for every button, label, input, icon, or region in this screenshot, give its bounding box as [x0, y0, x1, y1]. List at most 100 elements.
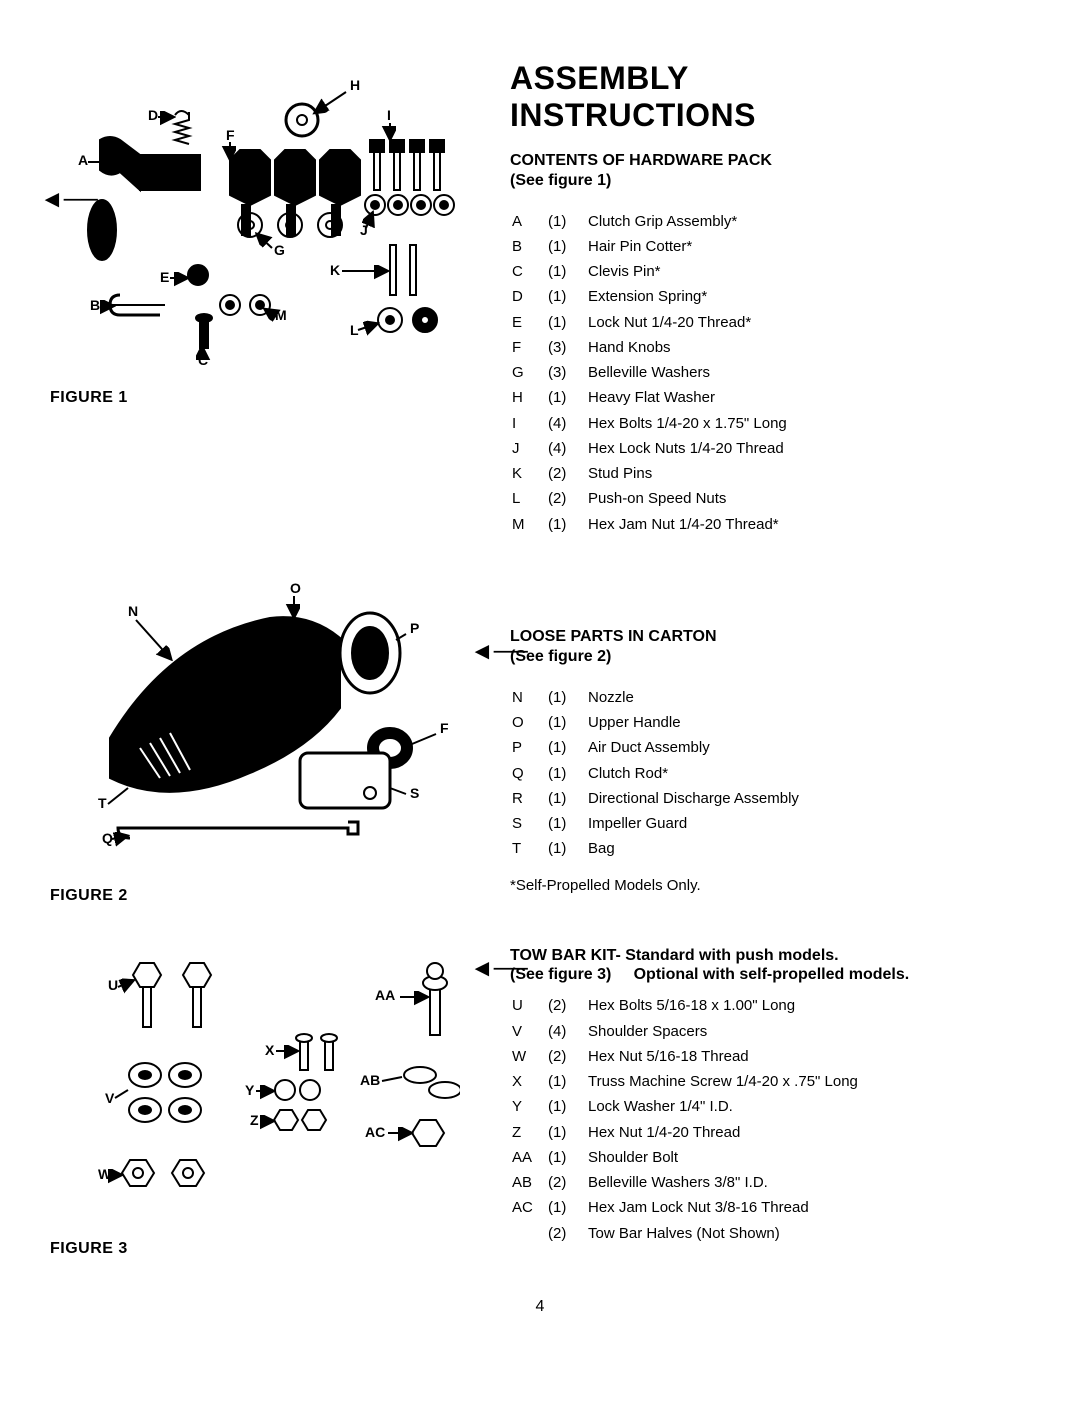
part-qty: (1): [548, 260, 586, 283]
part-qty: (1): [548, 235, 586, 258]
part-desc: Clutch Rod*: [588, 762, 799, 785]
svg-text:V: V: [105, 1090, 115, 1106]
section-hardware: A D F: [50, 60, 1030, 538]
part-desc: Clevis Pin*: [588, 260, 787, 283]
part-letter: B: [512, 235, 546, 258]
parts-row: K(2)Stud Pins: [512, 462, 787, 485]
hardware-text: ASSEMBLY INSTRUCTIONS CONTENTS OF HARDWA…: [480, 60, 1030, 538]
parts-row: Z(1)Hex Nut 1/4-20 Thread: [512, 1121, 858, 1144]
part-letter: F: [512, 336, 546, 359]
parts-row: W(2)Hex Nut 5/16-18 Thread: [512, 1045, 858, 1068]
part-desc: Hex Nut 5/16-18 Thread: [588, 1045, 858, 1068]
part-letter: C: [512, 260, 546, 283]
part-desc: Hand Knobs: [588, 336, 787, 359]
svg-text:F: F: [440, 720, 449, 736]
parts-row: L(2)Push-on Speed Nuts: [512, 487, 787, 510]
part-desc: Lock Nut 1/4-20 Thread*: [588, 311, 787, 334]
part-letter: Q: [512, 762, 546, 785]
part-letter: [512, 1222, 546, 1245]
figure3-container: U V W: [50, 945, 480, 1258]
part-qty: (1): [548, 1095, 586, 1118]
part-letter: Z: [512, 1121, 546, 1144]
part-letter: I: [512, 412, 546, 435]
arrow-icon: ◄──: [40, 188, 98, 212]
parts-row: Q(1)Clutch Rod*: [512, 762, 799, 785]
parts-row: AA(1)Shoulder Bolt: [512, 1146, 858, 1169]
tow-subline: (See figure 3) Optional with self-propel…: [510, 966, 1030, 984]
part-desc: Hex Lock Nuts 1/4-20 Thread: [588, 437, 787, 460]
parts-row: R(1)Directional Discharge Assembly: [512, 787, 799, 810]
part-letter: Y: [512, 1095, 546, 1118]
svg-text:F: F: [226, 127, 235, 143]
part-desc: Hex Bolts 5/16-18 x 1.00" Long: [588, 994, 858, 1017]
part-letter: X: [512, 1070, 546, 1093]
footnote: *Self-Propelled Models Only.: [510, 877, 1030, 894]
part-desc: Hex Nut 1/4-20 Thread: [588, 1121, 858, 1144]
svg-text:O: O: [290, 580, 301, 596]
section-towbar: U V W: [50, 945, 1030, 1258]
part-qty: (1): [548, 1070, 586, 1093]
hardware-heading: CONTENTS OF HARDWARE PACK: [510, 152, 1030, 170]
part-letter: E: [512, 311, 546, 334]
svg-text:S: S: [410, 785, 419, 801]
parts-row: E(1)Lock Nut 1/4-20 Thread*: [512, 311, 787, 334]
part-desc: Lock Washer 1/4" I.D.: [588, 1095, 858, 1118]
part-desc: Truss Machine Screw 1/4-20 x .75" Long: [588, 1070, 858, 1093]
loose-heading: LOOSE PARTS IN CARTON: [510, 628, 1030, 646]
part-letter: U: [512, 994, 546, 1017]
figure3-illustration: U V W: [50, 945, 480, 1210]
part-letter: S: [512, 812, 546, 835]
part-qty: (1): [548, 787, 586, 810]
section-loose: P O N F S: [50, 578, 1030, 905]
loose-list: N(1)NozzleO(1)Upper HandleP(1)Air Duct A…: [510, 684, 801, 863]
part-qty: (1): [548, 1121, 586, 1144]
part-desc: Hex Jam Nut 1/4-20 Thread*: [588, 513, 787, 536]
part-desc: Shoulder Bolt: [588, 1146, 858, 1169]
part-letter: R: [512, 787, 546, 810]
part-desc: Directional Discharge Assembly: [588, 787, 799, 810]
parts-row: B(1)Hair Pin Cotter*: [512, 235, 787, 258]
part-desc: Upper Handle: [588, 711, 799, 734]
part-letter: AC: [512, 1196, 546, 1219]
hardware-see: (See figure 1): [510, 172, 1030, 190]
page-number: 4: [50, 1298, 1030, 1316]
part-letter: P: [512, 736, 546, 759]
part-desc: Hair Pin Cotter*: [588, 235, 787, 258]
part-letter: L: [512, 487, 546, 510]
svg-text:C: C: [198, 352, 208, 368]
parts-row: U(2)Hex Bolts 5/16-18 x 1.00" Long: [512, 994, 858, 1017]
parts-row: (2)Tow Bar Halves (Not Shown): [512, 1222, 858, 1245]
svg-text:N: N: [128, 603, 138, 619]
svg-text:Y: Y: [245, 1082, 255, 1098]
part-qty: (1): [548, 762, 586, 785]
arrow-icon: ◄──: [470, 640, 528, 664]
svg-text:T: T: [98, 795, 107, 811]
svg-text:AB: AB: [360, 1072, 380, 1088]
svg-text:W: W: [98, 1166, 112, 1182]
svg-text:L: L: [350, 322, 359, 338]
part-qty: (1): [548, 1146, 586, 1169]
part-qty: (4): [548, 412, 586, 435]
part-letter: K: [512, 462, 546, 485]
svg-text:D: D: [148, 107, 158, 123]
parts-row: M(1)Hex Jam Nut 1/4-20 Thread*: [512, 513, 787, 536]
part-desc: Push-on Speed Nuts: [588, 487, 787, 510]
tow-list: U(2)Hex Bolts 5/16-18 x 1.00" LongV(4)Sh…: [510, 992, 860, 1247]
svg-text:G: G: [274, 242, 285, 258]
svg-text:I: I: [387, 107, 391, 123]
svg-text:U: U: [108, 977, 118, 993]
parts-row: H(1)Heavy Flat Washer: [512, 386, 787, 409]
tow-optional: Optional with self-propelled models.: [634, 966, 910, 983]
main-title: ASSEMBLY INSTRUCTIONS: [510, 60, 1030, 134]
part-qty: (2): [548, 994, 586, 1017]
part-desc: Nozzle: [588, 686, 799, 709]
tow-text: TOW BAR KIT- Standard with push models. …: [480, 945, 1030, 1258]
svg-text:K: K: [330, 262, 340, 278]
part-desc: Hex Jam Lock Nut 3/8-16 Thread: [588, 1196, 858, 1219]
parts-row: T(1)Bag: [512, 837, 799, 860]
arrow-icon: ◄──: [470, 957, 528, 981]
part-letter: A: [512, 210, 546, 233]
part-letter: J: [512, 437, 546, 460]
parts-row: P(1)Air Duct Assembly: [512, 736, 799, 759]
part-letter: W: [512, 1045, 546, 1068]
